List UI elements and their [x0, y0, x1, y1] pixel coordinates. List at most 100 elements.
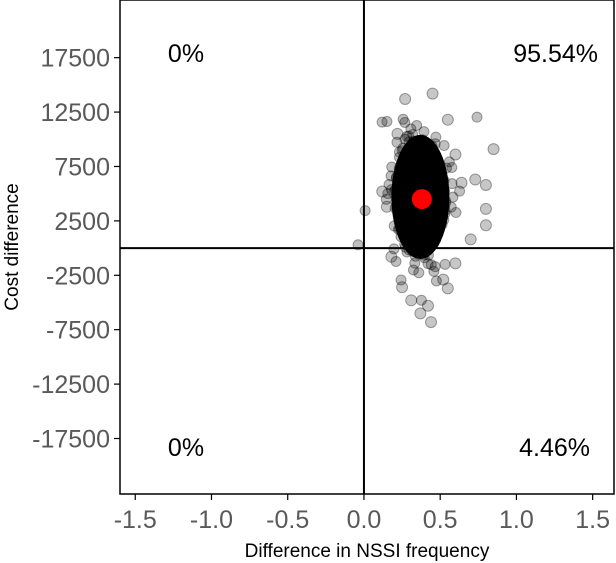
sim-point: [420, 173, 432, 185]
sim-point: [388, 186, 400, 198]
sim-point: [414, 307, 427, 320]
sim-point: [413, 267, 425, 279]
sim-point: [419, 176, 431, 188]
sim-point: [410, 179, 422, 191]
sim-point: [397, 113, 409, 125]
sim-point: [438, 214, 450, 226]
sim-point: [401, 198, 413, 210]
sim-point: [414, 209, 426, 221]
sim-point: [399, 171, 411, 183]
sim-point: [422, 179, 434, 191]
sim-point: [395, 231, 407, 243]
sim-point: [428, 163, 440, 175]
sim-point: [412, 152, 424, 164]
sim-point: [434, 163, 446, 175]
sim-point: [428, 162, 440, 174]
sim-point: [425, 259, 437, 271]
sim-point: [409, 178, 421, 190]
sim-point: [405, 214, 417, 226]
sim-point: [408, 229, 420, 241]
sim-point: [413, 210, 425, 222]
sim-point: [410, 150, 422, 162]
sim-point: [416, 134, 428, 146]
y-axis-title: Cost difference: [2, 183, 23, 310]
sim-point: [395, 192, 407, 204]
sim-point: [408, 143, 420, 155]
sim-point: [423, 159, 435, 171]
sim-point: [414, 175, 426, 187]
sim-point: [406, 180, 418, 192]
sim-point: [408, 212, 420, 224]
sim-point: [455, 176, 468, 189]
sim-point: [440, 197, 452, 209]
sim-point: [380, 193, 392, 205]
sim-point: [399, 193, 411, 205]
sim-point: [434, 206, 446, 218]
sim-point: [440, 162, 452, 174]
sim-point: [415, 167, 427, 179]
sim-point: [403, 179, 415, 191]
sim-point: [439, 207, 451, 219]
sim-point: [395, 159, 407, 171]
sim-point: [394, 170, 406, 182]
sim-point: [403, 175, 415, 187]
sim-point: [406, 214, 418, 226]
sim-point: [413, 156, 425, 168]
sim-point: [385, 170, 397, 182]
sim-point: [408, 175, 420, 187]
y-tick-label: 7500: [54, 153, 110, 181]
sim-point: [409, 250, 421, 262]
sim-point: [418, 233, 430, 245]
sim-point: [413, 228, 425, 240]
sim-point: [437, 211, 449, 223]
sim-point: [403, 163, 415, 175]
sim-point: [404, 223, 416, 235]
sim-point: [394, 175, 406, 187]
y-tick-label: -7500: [46, 317, 110, 345]
sim-point: [416, 176, 428, 188]
sim-point: [400, 176, 412, 188]
sim-point: [410, 214, 422, 226]
sim-point: [403, 210, 415, 222]
sim-point: [412, 218, 424, 230]
sim-point: [399, 241, 411, 253]
sim-point: [407, 204, 419, 216]
sim-point: [407, 264, 419, 276]
sim-point: [415, 137, 427, 149]
sim-point: [421, 236, 433, 248]
y-tick-label: 12500: [40, 99, 110, 127]
sim-point: [402, 176, 414, 188]
sim-point: [437, 273, 450, 286]
sim-point: [391, 191, 403, 203]
sim-point: [409, 168, 421, 180]
sim-point: [415, 170, 427, 182]
sim-point: [421, 178, 433, 190]
sim-point: [464, 233, 477, 246]
sim-point: [385, 184, 397, 196]
sim-point: [409, 227, 421, 239]
sim-point: [418, 172, 430, 184]
sim-point: [403, 202, 415, 214]
sim-point: [446, 178, 458, 190]
sim-point: [418, 226, 430, 238]
x-tick-label: -0.5: [266, 506, 309, 534]
sim-point: [479, 178, 492, 191]
sim-point: [414, 144, 426, 156]
sim-point: [426, 178, 438, 190]
sim-point: [420, 155, 432, 167]
sim-point: [449, 148, 462, 161]
sim-point: [405, 294, 418, 307]
sim-point: [424, 155, 436, 167]
sim-point: [409, 153, 421, 165]
sim-point: [450, 207, 462, 219]
sim-point: [403, 136, 415, 148]
sim-point: [428, 153, 440, 165]
sim-point: [393, 197, 405, 209]
sim-point: [438, 200, 450, 212]
x-tick-label: 0.5: [423, 506, 458, 534]
sim-point: [400, 235, 412, 247]
sim-point: [421, 224, 433, 236]
sim-point: [417, 249, 429, 261]
x-tick-label: 1.5: [575, 506, 610, 534]
